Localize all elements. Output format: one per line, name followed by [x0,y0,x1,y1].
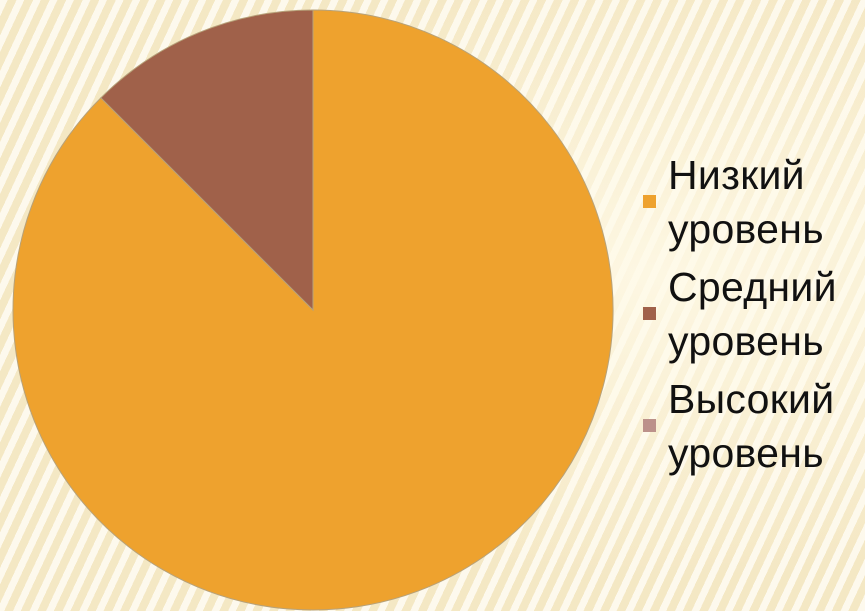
pie-slice-medium [100,9,314,312]
legend-item-low: Низкий уровень [640,148,862,260]
legend-swatch-medium [643,307,656,320]
legend-item-medium: Средний уровень [640,260,862,372]
legend-item-high: Высокий уровень [640,372,862,484]
legend-label-low: Низкий уровень [668,152,824,252]
legend-swatch-low [643,195,656,208]
legend-swatch-high [643,419,656,432]
legend-label-high: Высокий уровень [668,376,835,476]
pie-slices [12,9,614,611]
chart-legend: Низкий уровень Средний уровень Высокий у… [640,148,862,484]
pie-plot-area [12,9,614,611]
legend-label-medium: Средний уровень [668,264,837,364]
